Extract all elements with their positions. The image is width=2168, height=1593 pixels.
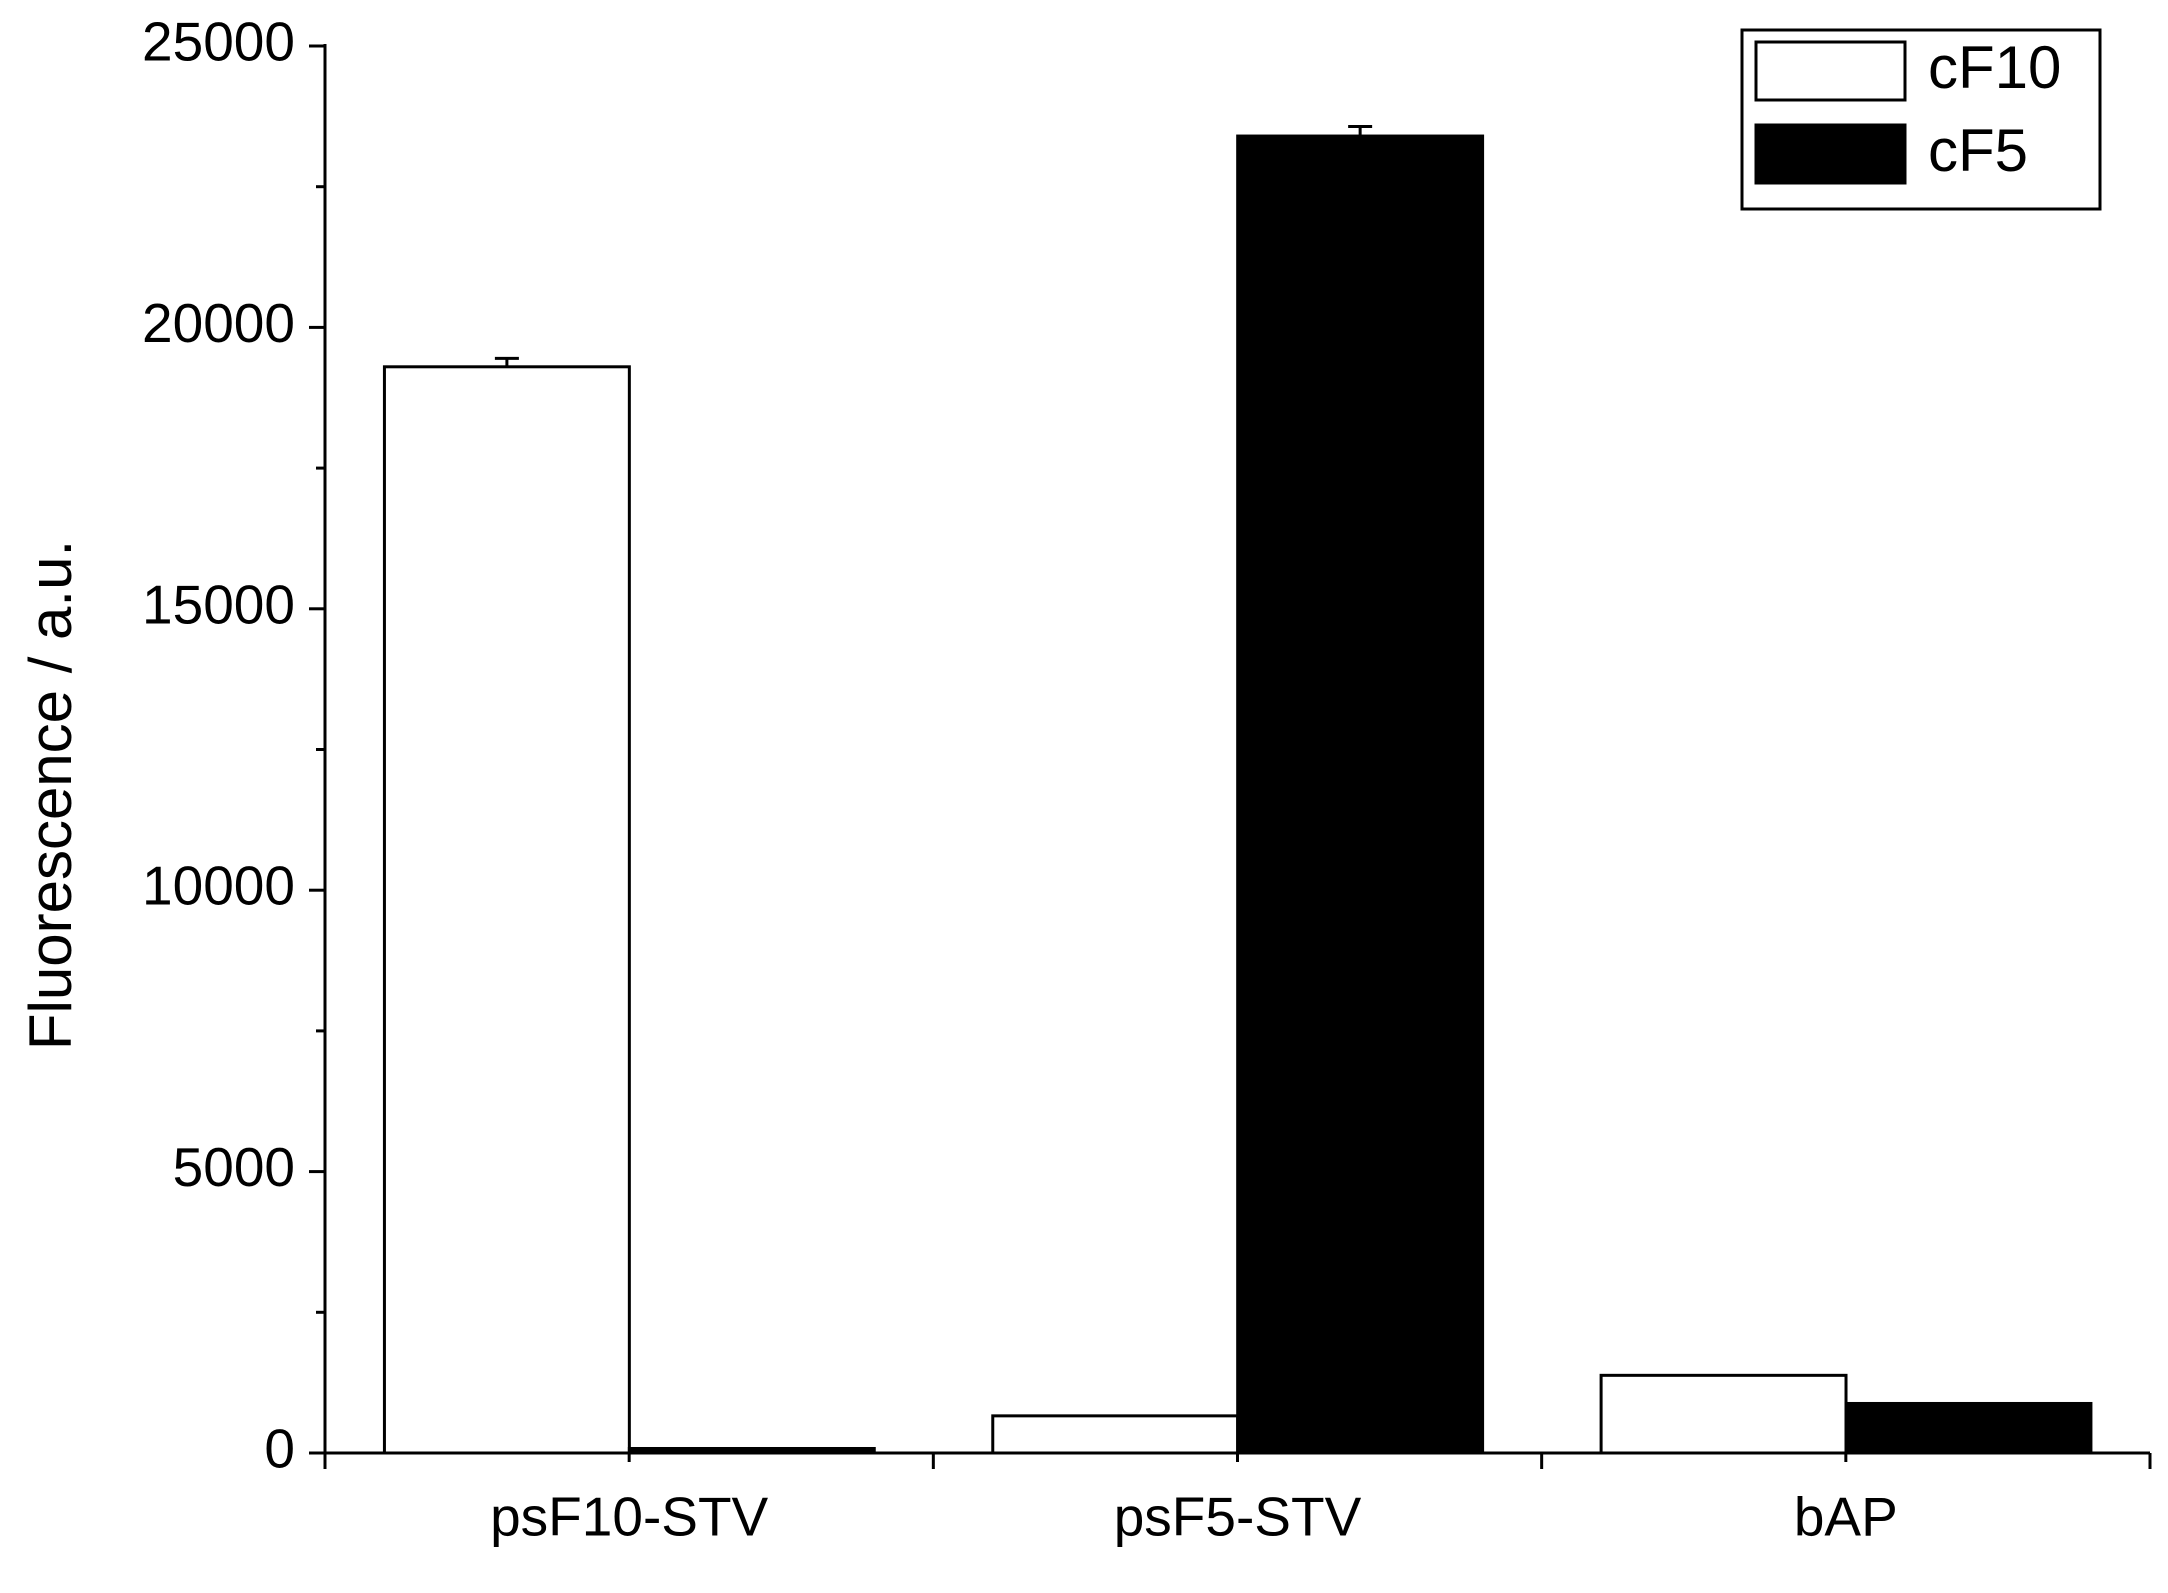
x-tick-label: psF10-STV — [490, 1486, 768, 1548]
bar — [382, 365, 631, 1455]
y-tick-label: 0 — [264, 1418, 295, 1480]
legend-swatch — [1754, 123, 1907, 185]
legend-label: cF5 — [1928, 117, 2028, 184]
x-tick-label: bAP — [1794, 1486, 1898, 1548]
bar — [1236, 134, 1485, 1455]
y-tick-label: 5000 — [173, 1136, 295, 1198]
error-bar — [494, 356, 519, 367]
y-axis-label: Fluorescence / a.u. — [17, 540, 84, 1050]
legend-label: cF10 — [1928, 34, 2061, 101]
x-tick-label: psF5-STV — [1114, 1486, 1362, 1548]
y-tick-label: 10000 — [142, 855, 295, 917]
bar — [1844, 1401, 2093, 1455]
error-bar — [1348, 124, 1373, 137]
y-tick-label: 25000 — [142, 11, 295, 73]
bar — [991, 1414, 1240, 1455]
y-tick-label: 20000 — [142, 292, 295, 354]
bar — [627, 1446, 876, 1455]
legend-swatch — [1754, 40, 1907, 102]
bar — [1599, 1373, 1848, 1455]
y-tick-label: 15000 — [142, 573, 295, 635]
